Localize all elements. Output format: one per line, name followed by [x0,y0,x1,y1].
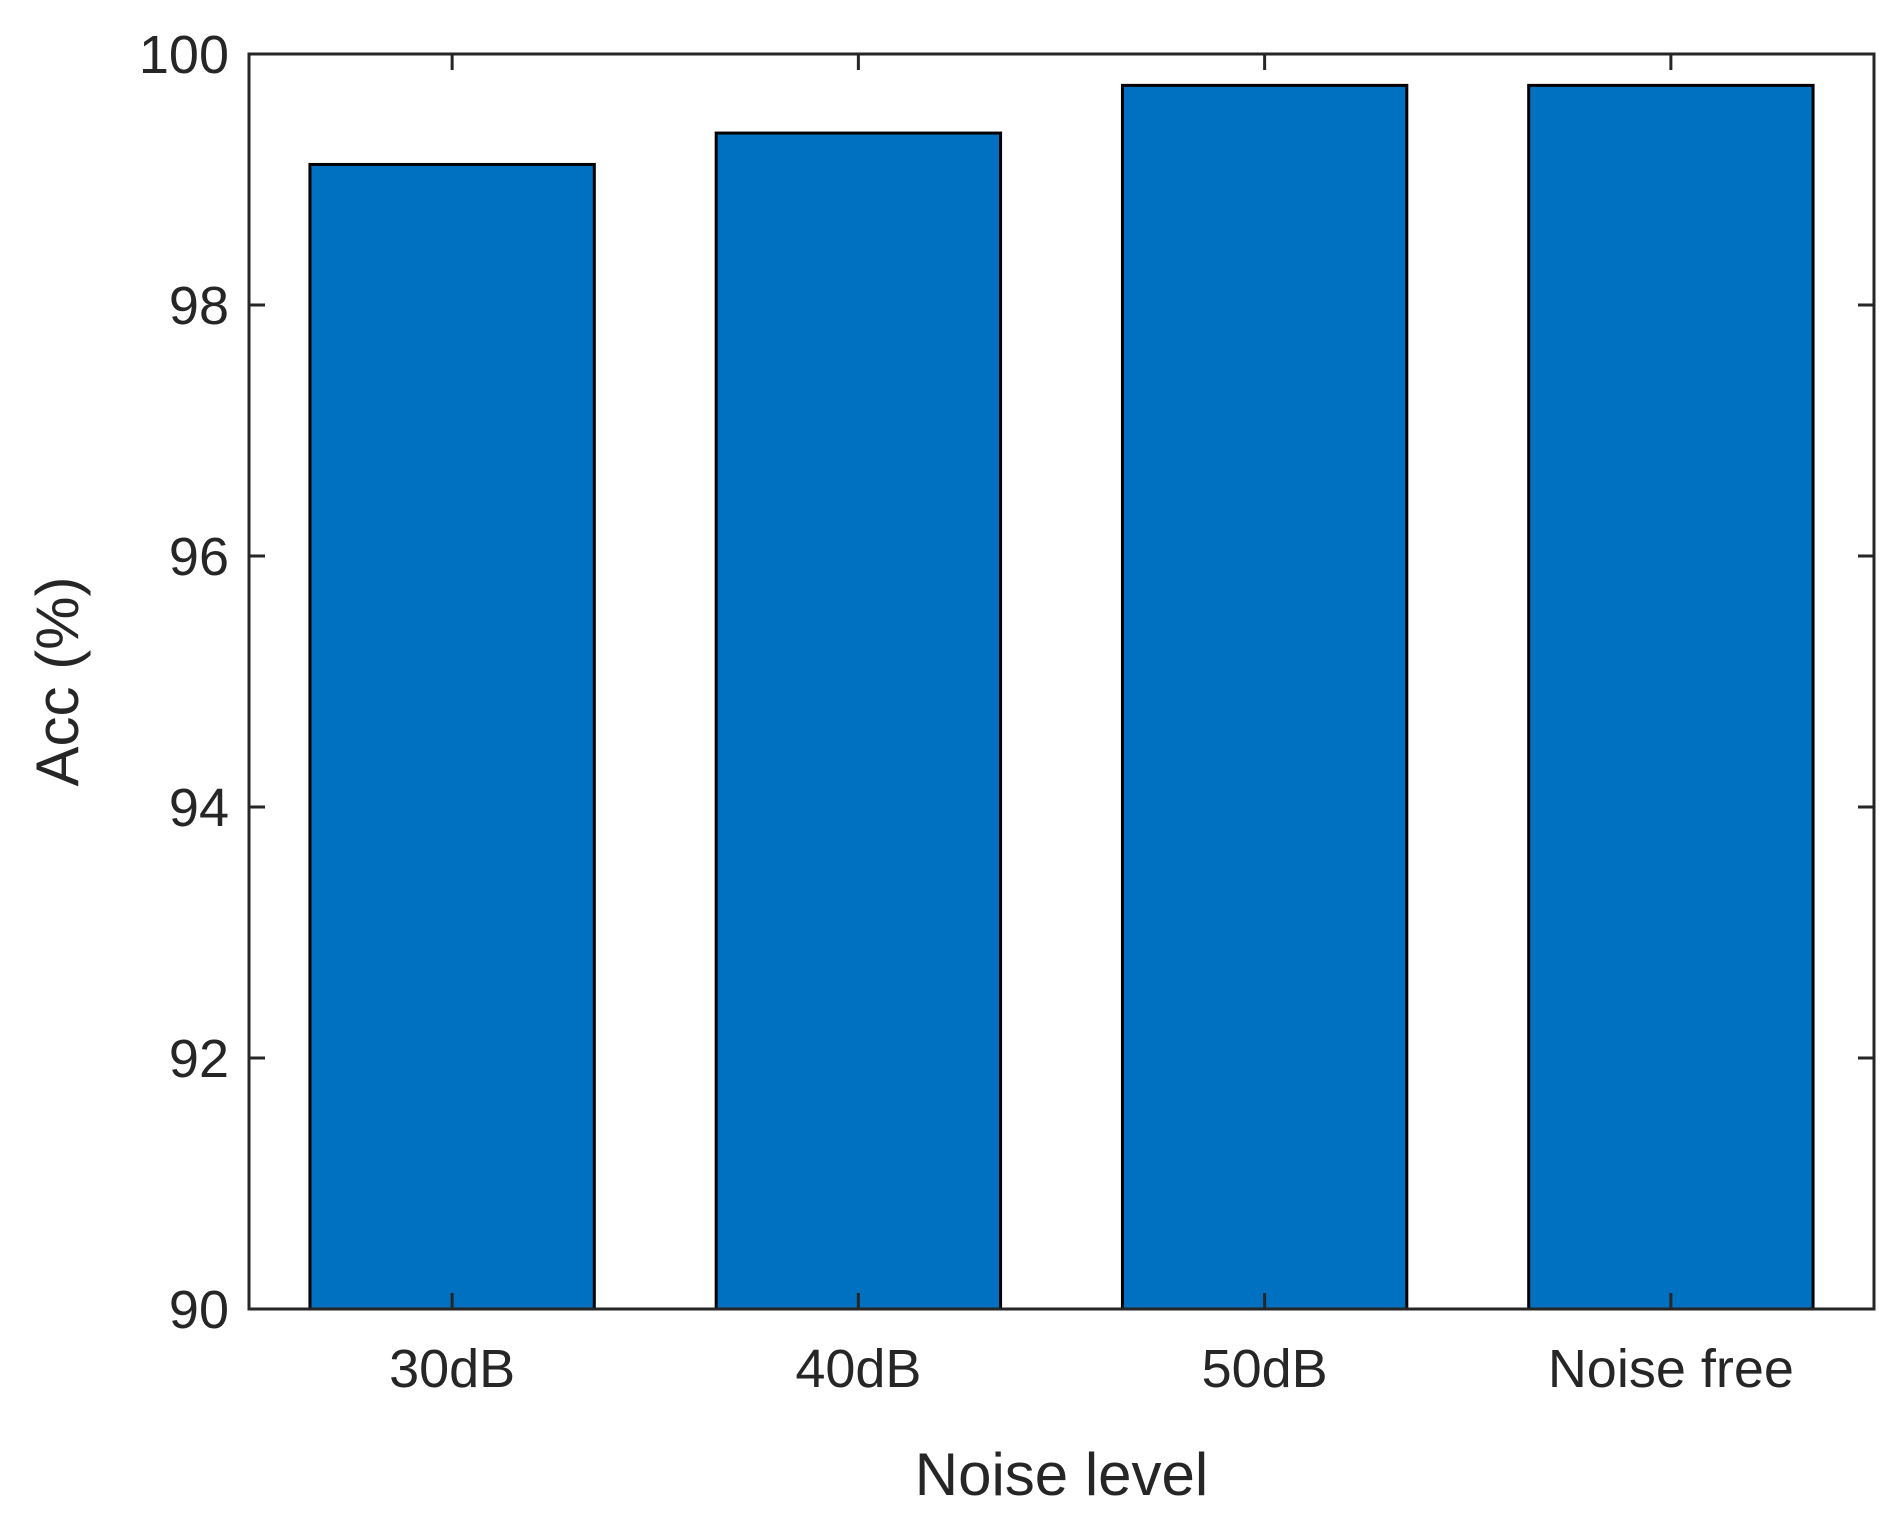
y-tick-label: 98 [169,276,229,336]
x-tick-label: 30dB [389,1339,515,1399]
y-axis-label: Acc (%) [24,577,91,787]
x-tick-label: Noise free [1548,1339,1794,1399]
bar-noise-free [1527,83,1815,1311]
y-tick-label: 96 [169,527,229,587]
y-tick-label: 92 [169,1029,229,1089]
x-axis-label: Noise level [915,1441,1208,1508]
y-tick-labels: 90 92 94 96 98 100 [139,25,229,1340]
bar-40db [714,131,1003,1311]
x-tick-labels: 30dB 40dB 50dB Noise free [389,1339,1794,1399]
y-tick-label: 100 [139,25,229,85]
y-tick-label: 94 [169,778,229,838]
x-tick-label: 40dB [795,1339,921,1399]
x-tick-label: 50dB [1202,1339,1328,1399]
bars [308,83,1815,1311]
bar-30db [308,162,596,1311]
axis-ticks [249,52,1874,1311]
plot-frame [247,52,1876,1311]
y-tick-label: 90 [169,1280,229,1340]
bar-50db [1120,83,1409,1311]
